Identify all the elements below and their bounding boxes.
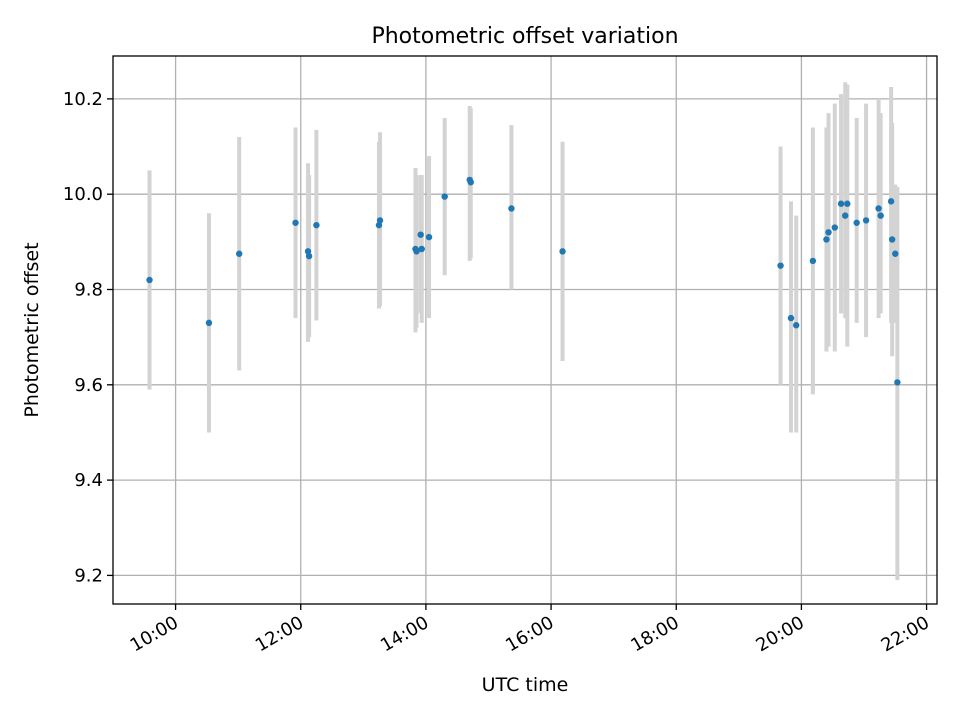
y-tick-label: 9.6 [74, 375, 103, 396]
y-tick-label: 10.2 [63, 89, 103, 110]
data-point [862, 217, 870, 224]
x-tick-label: 18:00 [627, 612, 682, 656]
data-point [787, 314, 795, 322]
grid [113, 56, 937, 604]
data-point [875, 205, 882, 212]
data-point [292, 219, 299, 226]
y-axis-ticks: 9.2 9.4 9.6 9.8 10.0 10.2 [63, 89, 113, 586]
data-point [559, 248, 566, 255]
chart-title: Photometric offset variation [371, 24, 678, 49]
data-point [205, 319, 213, 327]
data-point [892, 250, 899, 257]
y-tick-label: 9.8 [74, 279, 103, 300]
data-point [844, 200, 851, 207]
data-point [417, 231, 424, 238]
plot-frame [112, 55, 938, 605]
data-point [777, 262, 784, 269]
data-point [823, 236, 830, 243]
data-point [887, 198, 895, 205]
data-point [467, 179, 474, 186]
data-point [792, 322, 800, 329]
x-tick-label: 12:00 [252, 612, 307, 656]
data-point [853, 219, 860, 226]
data-point [888, 236, 896, 243]
x-axis-label: UTC time [482, 674, 569, 696]
data-point [146, 276, 153, 284]
data-point [894, 379, 901, 386]
y-tick-label: 10.0 [63, 184, 103, 205]
y-axis-label: Photometric offset [21, 242, 43, 417]
data-point [375, 221, 383, 229]
data-point [837, 200, 845, 207]
data-point [418, 245, 425, 253]
data-point [831, 224, 838, 231]
y-tick-label: 9.4 [74, 470, 103, 491]
data-point [236, 250, 243, 257]
data-point [425, 233, 433, 241]
data-point [877, 212, 884, 219]
data-point [376, 217, 384, 224]
data-point [413, 248, 420, 255]
x-tick-label: 10:00 [127, 612, 182, 656]
data-point [809, 257, 817, 265]
data-point [441, 193, 448, 200]
data-point [313, 221, 320, 229]
x-tick-label: 22:00 [878, 612, 933, 656]
data-point [305, 252, 313, 260]
data-point [304, 248, 312, 255]
data-points [146, 176, 901, 386]
x-tick-label: 14:00 [377, 612, 432, 656]
x-tick-label: 20:00 [752, 612, 807, 656]
x-axis-ticks: 10:00 12:00 14:00 16:00 18:00 20:00 22:00 [127, 604, 933, 656]
data-point [842, 212, 849, 219]
data-point [508, 205, 515, 212]
data-point [825, 229, 832, 236]
error-bars [147, 82, 900, 581]
y-tick-label: 9.2 [74, 565, 103, 586]
x-tick-label: 16:00 [502, 612, 557, 656]
